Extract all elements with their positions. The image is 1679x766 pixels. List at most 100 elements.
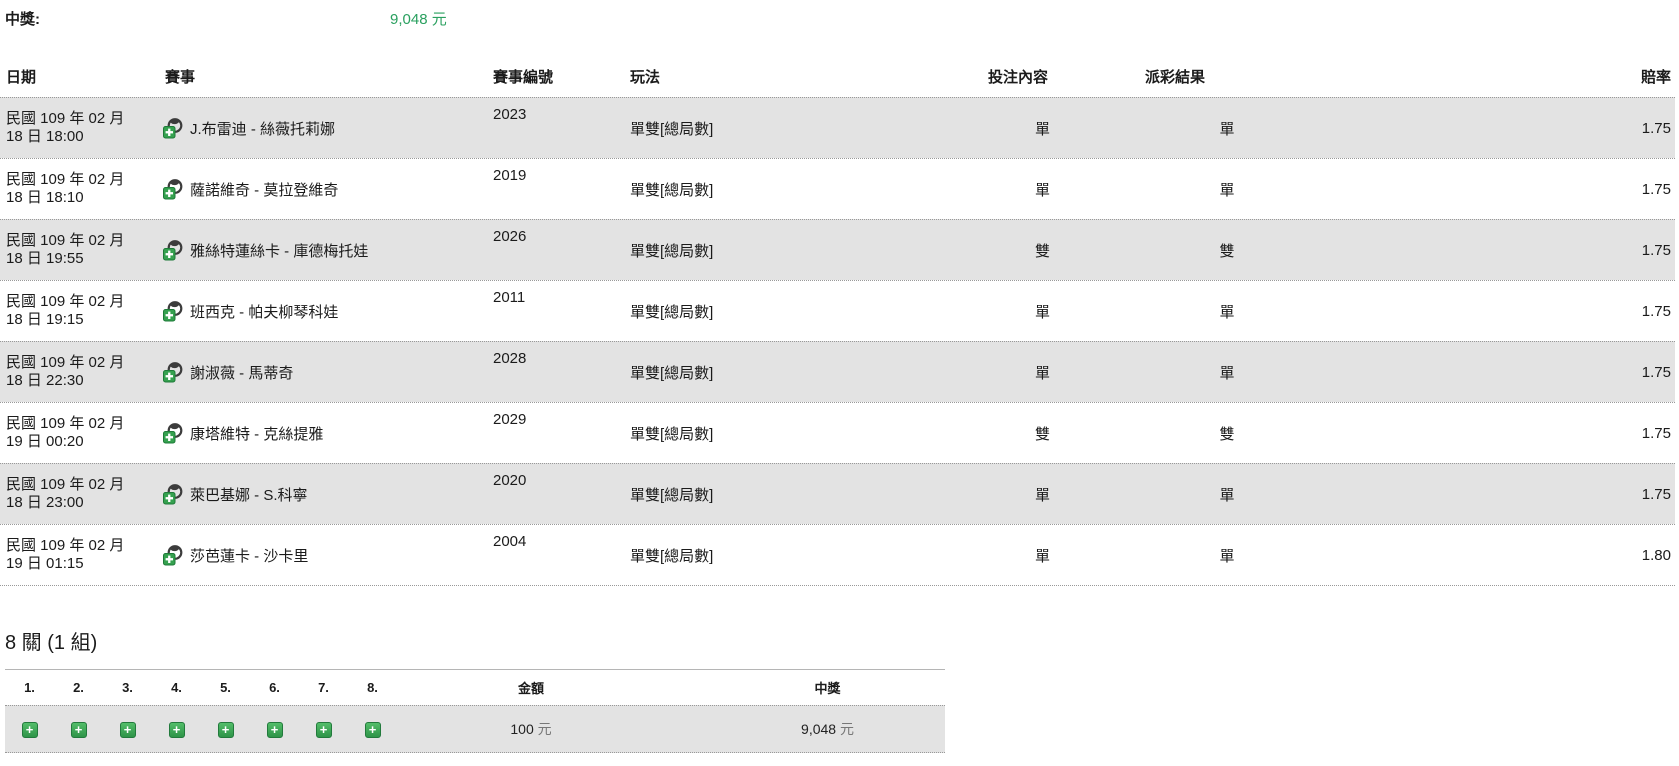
date-cell: 民國 109 年 02 月 18 日 19:15 [6, 293, 125, 328]
leg-col-header: 7. [318, 680, 329, 695]
col-header-bet-content: 投注內容 [988, 68, 1049, 86]
date-cell: 民國 109 年 02 月 18 日 23:00 [6, 476, 125, 511]
leg-plus-cell [152, 720, 201, 738]
leg-plus-cell [103, 720, 152, 738]
col-header-play-type: 玩法 [630, 68, 661, 86]
event-cell: 莎芭蓮卡 - 沙卡里 [160, 544, 485, 566]
table-row: 民國 109 年 02 月 18 日 18:00 J.布雷迪 - 絲薇托莉娜 2… [0, 97, 1675, 158]
table-row: 民國 109 年 02 月 18 日 18:10 薩諾維奇 - 莫拉登維奇 20… [0, 158, 1675, 219]
amount-unit: 元 [537, 721, 552, 737]
tennis-add-icon[interactable] [160, 483, 183, 505]
tennis-add-icon[interactable] [160, 361, 183, 383]
leg-col-header: 4. [171, 680, 182, 695]
table-row: 民國 109 年 02 月 18 日 22:30 謝淑薇 - 馬蒂奇 2028 … [0, 341, 1675, 402]
odds-cell: 1.75 [1641, 119, 1671, 137]
plus-icon[interactable] [168, 721, 185, 738]
event-number-cell: 2029 [493, 411, 527, 428]
event-cell: 薩諾維奇 - 莫拉登維奇 [160, 178, 485, 200]
payout-result-cell: 雙 [1219, 242, 1235, 260]
event-cell: J.布雷迪 - 絲薇托莉娜 [160, 117, 485, 139]
odds-cell: 1.75 [1641, 302, 1671, 320]
plus-icon[interactable] [217, 721, 234, 738]
leg-plus-cell [201, 720, 250, 738]
plus-icon[interactable] [119, 721, 136, 738]
win-amount: 9,048 元 [390, 8, 447, 29]
amount-col-header: 金額 [517, 681, 544, 696]
leg-col-header: 1. [24, 680, 35, 695]
bet-content-cell: 單 [1034, 303, 1050, 321]
tennis-add-icon[interactable] [160, 178, 183, 200]
event-number-cell: 2011 [493, 289, 526, 306]
bet-content-cell: 單 [1034, 547, 1050, 565]
bet-content-cell: 單 [1034, 181, 1050, 199]
date-cell: 民國 109 年 02 月 18 日 18:00 [6, 110, 125, 145]
col-header-event: 賽事 [165, 68, 196, 86]
plus-icon[interactable] [21, 721, 38, 738]
bet-content-cell: 單 [1034, 486, 1050, 504]
col-header-odds: 賠率 [1640, 68, 1671, 86]
results-table: 日期 賽事 賽事編號 玩法 投注內容 派彩結果 賠率 民國 109 年 02 月… [0, 55, 1675, 586]
leg-plus-cell [5, 720, 54, 738]
odds-cell: 1.75 [1641, 424, 1671, 442]
event-name: 薩諾維奇 - 莫拉登維奇 [190, 181, 339, 199]
event-cell: 康塔維特 - 克絲提雅 [160, 422, 485, 444]
tennis-add-icon[interactable] [160, 117, 183, 139]
event-cell: 萊巴基娜 - S.科寧 [160, 483, 485, 505]
bet-content-cell: 雙 [1034, 425, 1050, 443]
event-name: 謝淑薇 - 馬蒂奇 [190, 364, 294, 382]
play-type-cell: 單雙[總局數] [630, 486, 714, 504]
event-name: 康塔維特 - 克絲提雅 [190, 425, 324, 443]
event-name: 班西克 - 帕夫柳琴科娃 [190, 303, 339, 321]
event-name: 莎芭蓮卡 - 沙卡里 [190, 547, 309, 565]
event-name: 萊巴基娜 - S.科寧 [190, 486, 308, 504]
table-row: 民國 109 年 02 月 19 日 01:15 莎芭蓮卡 - 沙卡里 2004… [0, 524, 1675, 585]
event-cell: 雅絲特蓮絲卡 - 庫德梅托娃 [160, 239, 485, 261]
plus-icon[interactable] [266, 721, 283, 738]
parlay-row: 100 元 9,048 元 [5, 705, 945, 753]
leg-plus-cell [299, 720, 348, 738]
bet-content-cell: 雙 [1034, 242, 1050, 260]
odds-cell: 1.75 [1641, 241, 1671, 259]
plus-icon[interactable] [315, 721, 332, 738]
parlay-table-header: 1. 2. 3. 4. 5. 6. 7. 8. 金額 中獎 [5, 670, 945, 705]
leg-col-header: 8. [367, 680, 378, 695]
win-amount-unit: 元 [431, 11, 447, 28]
play-type-cell: 單雙[總局數] [630, 242, 714, 260]
event-name: J.布雷迪 - 絲薇托莉娜 [190, 120, 335, 138]
win-amount-number: 9,048 [390, 11, 428, 28]
leg-col-header: 5. [220, 680, 231, 695]
amount-value: 100 元 [397, 719, 665, 739]
tennis-add-icon[interactable] [160, 239, 183, 261]
plus-icon[interactable] [364, 721, 381, 738]
odds-cell: 1.75 [1641, 363, 1671, 381]
payout-result-cell: 雙 [1219, 425, 1235, 443]
tennis-add-icon[interactable] [160, 300, 183, 322]
date-cell: 民國 109 年 02 月 19 日 00:20 [6, 415, 125, 450]
win-col-header: 中獎 [814, 681, 841, 696]
win-label: 中獎: [5, 11, 40, 28]
play-type-cell: 單雙[總局數] [630, 547, 714, 565]
tennis-add-icon[interactable] [160, 422, 183, 444]
play-type-cell: 單雙[總局數] [630, 303, 714, 321]
plus-icon[interactable] [70, 721, 87, 738]
leg-col-header: 6. [269, 680, 280, 695]
odds-cell: 1.75 [1641, 180, 1671, 198]
payout-result-cell: 單 [1219, 120, 1235, 138]
win-value: 9,048 元 [665, 719, 945, 739]
play-type-cell: 單雙[總局數] [630, 181, 714, 199]
leg-plus-cell [348, 720, 397, 738]
leg-plus-cell [54, 720, 103, 738]
tennis-add-icon[interactable] [160, 544, 183, 566]
play-type-cell: 單雙[總局數] [630, 120, 714, 138]
play-type-cell: 單雙[總局數] [630, 364, 714, 382]
event-number-cell: 2019 [493, 167, 527, 184]
payout-result-cell: 單 [1219, 303, 1235, 321]
table-row: 民國 109 年 02 月 19 日 00:20 康塔維特 - 克絲提雅 202… [0, 402, 1675, 463]
date-cell: 民國 109 年 02 月 18 日 22:30 [6, 354, 125, 389]
event-name: 雅絲特蓮絲卡 - 庫德梅托娃 [190, 242, 369, 260]
payout-result-cell: 單 [1219, 547, 1235, 565]
event-cell: 謝淑薇 - 馬蒂奇 [160, 361, 485, 383]
date-cell: 民國 109 年 02 月 19 日 01:15 [6, 537, 125, 572]
col-header-event-no: 賽事編號 [493, 68, 554, 86]
date-cell: 民國 109 年 02 月 18 日 18:10 [6, 171, 125, 206]
